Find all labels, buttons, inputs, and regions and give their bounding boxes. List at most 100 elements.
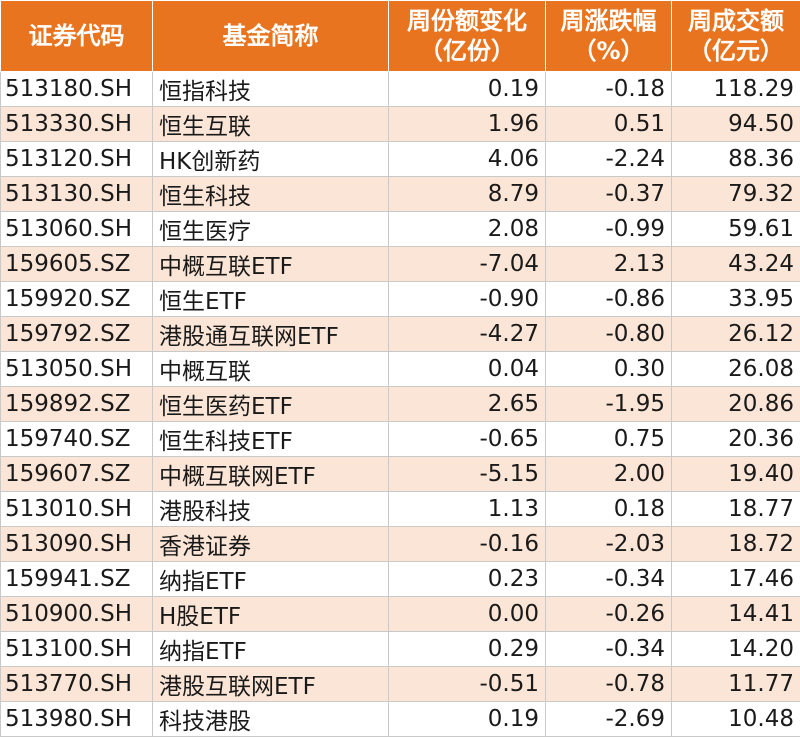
turnover-cell: 118.29 xyxy=(672,72,800,107)
fund-name-cell: 恒生医药ETF xyxy=(153,387,389,422)
header-unit: （亿元） xyxy=(674,36,798,66)
change-pct-cell: 2.13 xyxy=(546,247,672,282)
share-change-cell: -0.90 xyxy=(389,282,546,317)
security-code-cell: 513770.SH xyxy=(1,667,153,702)
security-code-cell: 513060.SH xyxy=(1,212,153,247)
change-pct-cell: -0.37 xyxy=(546,177,672,212)
change-pct-cell: -0.34 xyxy=(546,562,672,597)
share-change-cell: 1.13 xyxy=(389,492,546,527)
security-code-cell: 513330.SH xyxy=(1,107,153,142)
share-change-cell: 0.19 xyxy=(389,702,546,737)
turnover-cell: 43.24 xyxy=(672,247,800,282)
share-change-cell: -0.16 xyxy=(389,527,546,562)
fund-name-cell: 香港证券 xyxy=(153,527,389,562)
share-change-cell: 8.79 xyxy=(389,177,546,212)
header-line: 证券代码 xyxy=(3,21,150,51)
header-line: 周涨跌幅 xyxy=(548,6,669,36)
turnover-cell: 14.41 xyxy=(672,597,800,632)
turnover-cell: 18.77 xyxy=(672,492,800,527)
turnover-cell: 26.08 xyxy=(672,352,800,387)
header-line: 周成交额 xyxy=(674,6,798,36)
security-code-cell: 513130.SH xyxy=(1,177,153,212)
security-code-cell: 513010.SH xyxy=(1,492,153,527)
header-unit: （亿份） xyxy=(391,36,543,66)
share-change-cell: 2.65 xyxy=(389,387,546,422)
header-row: 证券代码 基金简称 周份额变化 （亿份） 周涨跌幅 （%） 周成交额 （亿元） xyxy=(1,1,800,72)
share-change-cell: 0.23 xyxy=(389,562,546,597)
share-change-cell: 4.06 xyxy=(389,142,546,177)
change-pct-cell: -0.80 xyxy=(546,317,672,352)
share-change-cell: 1.96 xyxy=(389,107,546,142)
header-weekly-change-pct: 周涨跌幅 （%） xyxy=(546,1,672,72)
change-pct-cell: -0.99 xyxy=(546,212,672,247)
fund-name-cell: 恒指科技 xyxy=(153,72,389,107)
change-pct-cell: -0.34 xyxy=(546,632,672,667)
fund-name-cell: 港股互联网ETF xyxy=(153,667,389,702)
fund-name-cell: 恒生科技 xyxy=(153,177,389,212)
turnover-cell: 33.95 xyxy=(672,282,800,317)
turnover-cell: 11.77 xyxy=(672,667,800,702)
fund-name-cell: 中概互联ETF xyxy=(153,247,389,282)
security-code-cell: 513050.SH xyxy=(1,352,153,387)
turnover-cell: 94.50 xyxy=(672,107,800,142)
header-line: 周份额变化 xyxy=(391,6,543,36)
security-code-cell: 513980.SH xyxy=(1,702,153,737)
change-pct-cell: -0.18 xyxy=(546,72,672,107)
security-code-cell: 513180.SH xyxy=(1,72,153,107)
turnover-cell: 17.46 xyxy=(672,562,800,597)
turnover-cell: 20.36 xyxy=(672,422,800,457)
share-change-cell: 0.04 xyxy=(389,352,546,387)
change-pct-cell: -2.24 xyxy=(546,142,672,177)
change-pct-cell: 2.00 xyxy=(546,457,672,492)
change-pct-cell: -0.26 xyxy=(546,597,672,632)
share-change-cell: -4.27 xyxy=(389,317,546,352)
header-security-code: 证券代码 xyxy=(1,1,153,72)
share-change-cell: -7.04 xyxy=(389,247,546,282)
change-pct-cell: 0.51 xyxy=(546,107,672,142)
fund-name-cell: 恒生科技ETF xyxy=(153,422,389,457)
security-code-cell: 159941.SZ xyxy=(1,562,153,597)
fund-name-cell: 中概互联 xyxy=(153,352,389,387)
turnover-cell: 18.72 xyxy=(672,527,800,562)
header-weekly-turnover: 周成交额 （亿元） xyxy=(672,1,800,72)
security-code-cell: 159892.SZ xyxy=(1,387,153,422)
turnover-cell: 20.86 xyxy=(672,387,800,422)
share-change-cell: -0.65 xyxy=(389,422,546,457)
security-code-cell: 159740.SZ xyxy=(1,422,153,457)
security-code-cell: 513100.SH xyxy=(1,632,153,667)
fund-name-cell: 恒生医疗 xyxy=(153,212,389,247)
turnover-cell: 59.61 xyxy=(672,212,800,247)
fund-name-cell: 科技港股 xyxy=(153,702,389,737)
header-weekly-share-change: 周份额变化 （亿份） xyxy=(389,1,546,72)
fund-name-cell: 港股科技 xyxy=(153,492,389,527)
change-pct-cell: 0.18 xyxy=(546,492,672,527)
security-code-cell: 159605.SZ xyxy=(1,247,153,282)
fund-name-cell: 恒生互联 xyxy=(153,107,389,142)
share-change-cell: 0.19 xyxy=(389,72,546,107)
change-pct-cell: 0.75 xyxy=(546,422,672,457)
change-pct-cell: -0.86 xyxy=(546,282,672,317)
fund-name-cell: H股ETF xyxy=(153,597,389,632)
change-pct-cell: -1.95 xyxy=(546,387,672,422)
share-change-cell: 2.08 xyxy=(389,212,546,247)
fund-name-cell: 港股通互联网ETF xyxy=(153,317,389,352)
security-code-cell: 159607.SZ xyxy=(1,457,153,492)
share-change-cell: 0.00 xyxy=(389,597,546,632)
share-change-cell: -5.15 xyxy=(389,457,546,492)
